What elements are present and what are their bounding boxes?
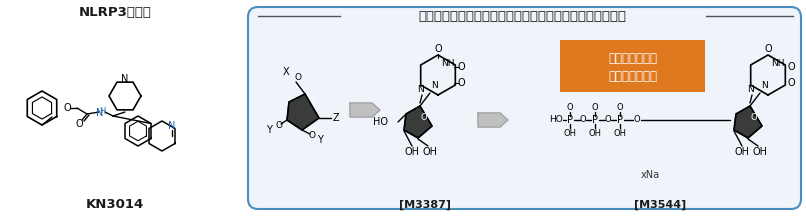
Polygon shape <box>404 106 432 138</box>
Text: KN3014: KN3014 <box>86 199 144 211</box>
Text: 転写能を確認！: 転写能を確認！ <box>608 70 657 83</box>
Polygon shape <box>734 106 762 138</box>
Text: [M3544]: [M3544] <box>634 200 686 210</box>
Text: 修飾塩基を有するヌクレオシド合成およびミリン酸化の例: 修飾塩基を有するヌクレオシド合成およびミリン酸化の例 <box>418 10 626 22</box>
Polygon shape <box>287 94 319 130</box>
Text: O: O <box>421 113 427 122</box>
Text: O: O <box>276 121 282 130</box>
Text: P: P <box>617 115 623 125</box>
Text: N: N <box>432 81 438 91</box>
Text: O: O <box>617 103 623 111</box>
Text: Y: Y <box>266 125 272 135</box>
Text: O: O <box>634 116 640 124</box>
Text: O: O <box>750 113 758 122</box>
Text: O: O <box>580 116 586 124</box>
Text: Z: Z <box>333 113 339 123</box>
Text: N: N <box>122 74 129 84</box>
Text: N: N <box>746 86 754 95</box>
FancyBboxPatch shape <box>248 7 801 209</box>
Text: 機能性試験にて: 機能性試験にて <box>608 51 657 65</box>
Text: O: O <box>310 95 318 105</box>
Text: O: O <box>309 132 315 140</box>
Text: H: H <box>99 108 106 116</box>
Text: O: O <box>63 103 71 113</box>
Text: OH: OH <box>734 147 750 157</box>
Text: OH: OH <box>405 147 419 157</box>
FancyBboxPatch shape <box>560 40 705 92</box>
Text: OH: OH <box>588 129 601 138</box>
Text: HO: HO <box>549 116 563 124</box>
Text: NH: NH <box>441 59 455 68</box>
Text: N: N <box>96 108 104 118</box>
Text: OH: OH <box>613 129 626 138</box>
Text: OH: OH <box>422 147 438 157</box>
Text: O: O <box>75 119 83 129</box>
Text: N: N <box>417 86 423 95</box>
Text: O: O <box>457 62 465 72</box>
Text: NH: NH <box>771 59 785 68</box>
Polygon shape <box>478 113 508 127</box>
Text: [M3387]: [M3387] <box>399 200 451 210</box>
Text: N: N <box>168 121 175 131</box>
Text: OH: OH <box>753 147 767 157</box>
Text: NLRP3阻害剤: NLRP3阻害剤 <box>78 5 152 19</box>
Text: O: O <box>764 44 772 54</box>
Text: O: O <box>457 78 465 88</box>
Text: xNa: xNa <box>641 170 659 180</box>
Text: X: X <box>283 67 289 77</box>
Text: HO: HO <box>373 117 388 127</box>
Text: OH: OH <box>563 129 576 138</box>
Text: O: O <box>787 78 795 88</box>
Text: O: O <box>604 116 611 124</box>
Text: O: O <box>567 103 573 111</box>
Text: O: O <box>434 44 442 54</box>
Polygon shape <box>350 103 380 117</box>
Text: P: P <box>592 115 598 125</box>
Text: Y: Y <box>317 135 323 145</box>
Text: O: O <box>787 62 795 72</box>
Text: P: P <box>567 115 573 125</box>
Text: O: O <box>592 103 598 111</box>
Text: O: O <box>294 73 301 83</box>
Text: N: N <box>762 81 768 91</box>
